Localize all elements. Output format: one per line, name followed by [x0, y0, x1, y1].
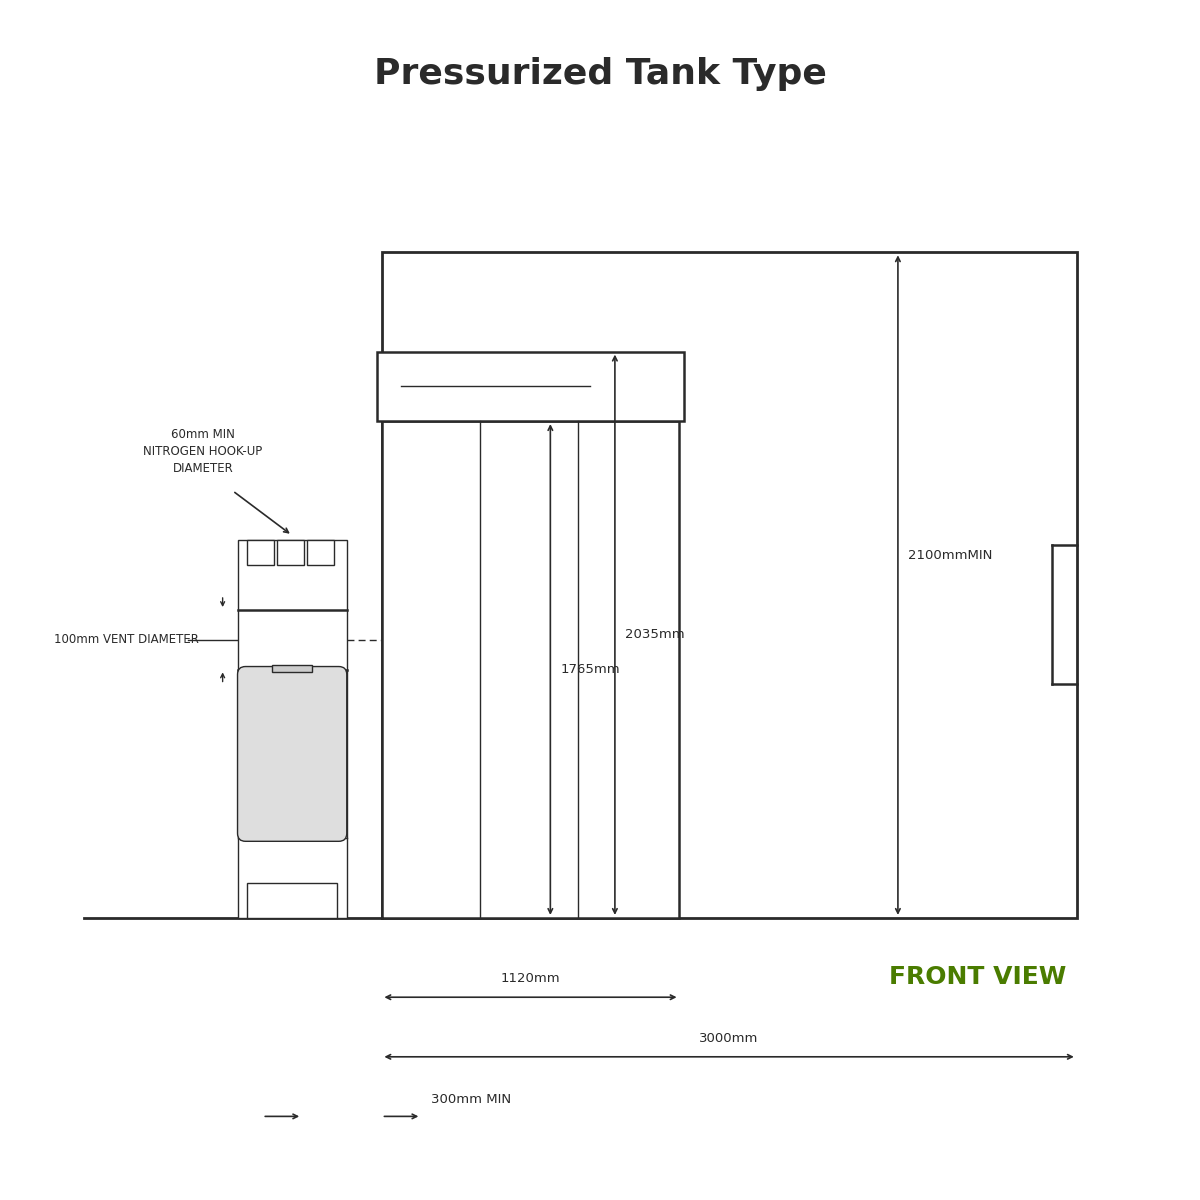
Bar — [238, 540, 347, 918]
Text: 1120mm: 1120mm — [500, 972, 560, 985]
Text: 2100mmMIN: 2100mmMIN — [908, 548, 992, 562]
Bar — [247, 883, 337, 918]
Bar — [382, 252, 1076, 918]
Text: 2035mm: 2035mm — [625, 629, 684, 641]
FancyBboxPatch shape — [238, 666, 347, 841]
Bar — [247, 540, 275, 565]
Text: 300mm MIN: 300mm MIN — [431, 1093, 511, 1106]
Text: Pressurized Tank Type: Pressurized Tank Type — [373, 56, 827, 91]
Text: 60mm MIN
NITROGEN HOOK-UP
DIAMETER: 60mm MIN NITROGEN HOOK-UP DIAMETER — [143, 427, 263, 474]
Bar — [382, 421, 679, 918]
Bar — [307, 540, 334, 565]
Text: 3000mm: 3000mm — [700, 1032, 758, 1045]
Bar — [377, 352, 684, 421]
Text: 100mm VENT DIAMETER: 100mm VENT DIAMETER — [54, 634, 199, 647]
Text: FRONT VIEW: FRONT VIEW — [889, 965, 1067, 989]
Bar — [277, 540, 304, 565]
Bar — [272, 665, 312, 672]
Text: 1765mm: 1765mm — [560, 664, 620, 676]
